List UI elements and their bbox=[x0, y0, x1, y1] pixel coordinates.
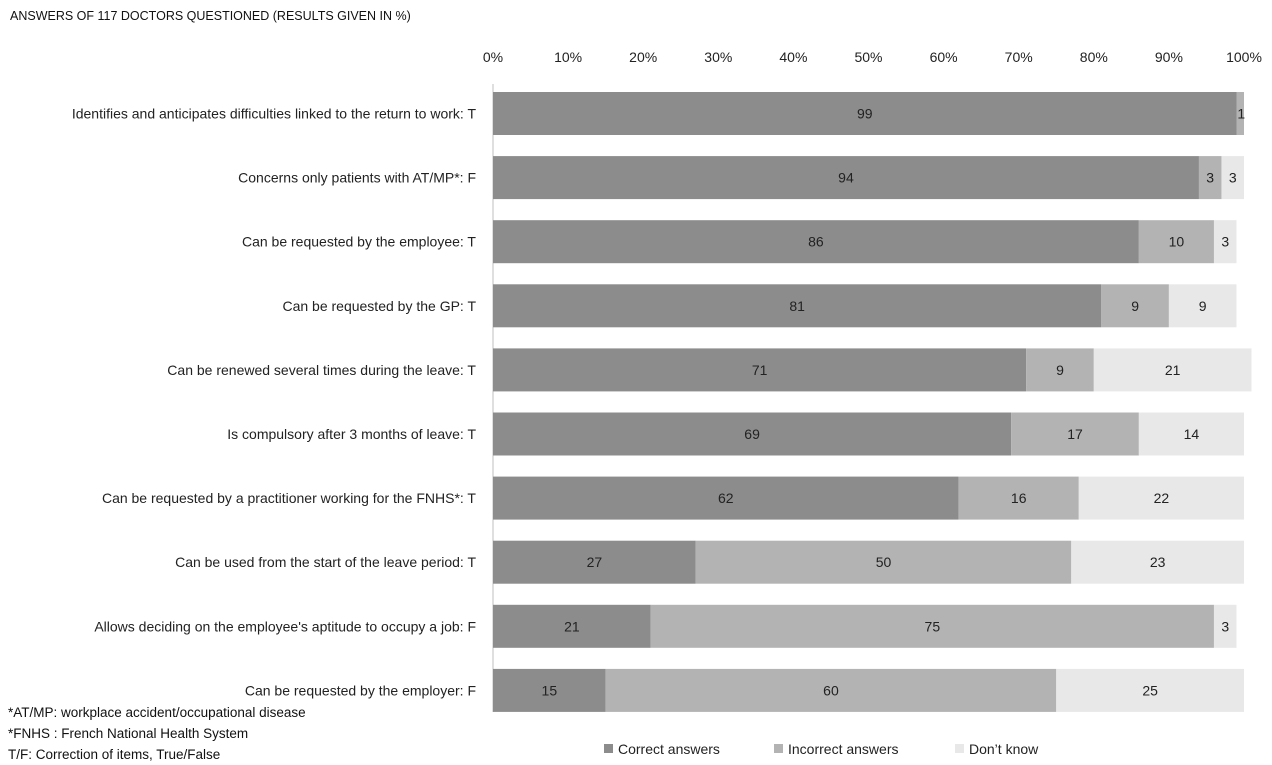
data-label: 81 bbox=[789, 298, 805, 314]
data-label: 3 bbox=[1206, 170, 1214, 186]
legend-label: Don’t know bbox=[969, 741, 1039, 757]
bar-segment bbox=[1093, 348, 1252, 392]
data-label: 62 bbox=[718, 490, 734, 506]
data-label: 9 bbox=[1131, 298, 1139, 314]
x-tick-label: 50% bbox=[854, 49, 882, 65]
data-label: 71 bbox=[752, 362, 768, 378]
x-tick-label: 40% bbox=[779, 49, 807, 65]
legend-swatch bbox=[955, 744, 964, 753]
bar-segment bbox=[493, 348, 1027, 392]
x-tick-label: 20% bbox=[629, 49, 657, 65]
bar-segment bbox=[1213, 604, 1237, 648]
bar-segment bbox=[1056, 668, 1244, 712]
category-label: Can be used from the start of the leave … bbox=[175, 554, 476, 570]
chart-title: ANSWERS OF 117 DOCTORS QUESTIONED (RESUL… bbox=[10, 9, 411, 23]
x-axis-ticks: 0% 10% 20% 30% 40% 50% 60% 70% 80% 90% 100% bbox=[483, 49, 1262, 65]
data-label: 69 bbox=[744, 426, 760, 442]
category-label: Can be requested by the employer: F bbox=[245, 682, 476, 698]
data-label: 60 bbox=[823, 682, 839, 698]
bar-segment bbox=[1078, 476, 1244, 520]
data-label: 27 bbox=[587, 554, 603, 570]
bar-segment bbox=[1026, 348, 1094, 392]
x-tick-label: 100% bbox=[1226, 49, 1262, 65]
data-label: 14 bbox=[1184, 426, 1200, 442]
category-label: Can be renewed several times during the … bbox=[167, 362, 476, 378]
footnote-fnhs: *FNHS : French National Health System bbox=[8, 726, 249, 741]
category-label: Can be requested by the employee: T bbox=[242, 234, 476, 250]
x-tick-label: 30% bbox=[704, 49, 732, 65]
data-label: 16 bbox=[1011, 490, 1027, 506]
bar-segment bbox=[493, 284, 1102, 328]
data-label: 23 bbox=[1150, 554, 1166, 570]
x-tick-label: 10% bbox=[554, 49, 582, 65]
data-label: 10 bbox=[1169, 234, 1185, 250]
data-label: 75 bbox=[925, 618, 941, 634]
data-label: 9 bbox=[1056, 362, 1064, 378]
bar-segment bbox=[1101, 284, 1169, 328]
legend-swatch bbox=[604, 744, 613, 753]
bar-segment bbox=[1221, 156, 1244, 200]
data-label: 25 bbox=[1142, 682, 1158, 698]
data-label: 50 bbox=[876, 554, 892, 570]
category-label: Can be requested by a practitioner worki… bbox=[102, 490, 476, 506]
data-label: 99 bbox=[857, 106, 873, 122]
bar-segment bbox=[493, 92, 1237, 135]
footnote-true-false: T/F: Correction of items, True/False bbox=[8, 747, 221, 762]
footnotes: *AT/MP: workplace accident/occupational … bbox=[8, 702, 306, 765]
data-label: 94 bbox=[838, 170, 854, 186]
bar-segment bbox=[493, 604, 651, 648]
x-tick-label: 90% bbox=[1155, 49, 1183, 65]
category-label: Can be requested by the GP: T bbox=[282, 298, 476, 314]
bar-segment bbox=[1168, 284, 1237, 328]
data-label: 3 bbox=[1221, 234, 1229, 250]
data-label: 17 bbox=[1067, 426, 1083, 442]
data-label: 3 bbox=[1229, 170, 1237, 186]
bar-segment bbox=[650, 604, 1214, 648]
legend-label: Correct answers bbox=[618, 741, 720, 757]
x-tick-label: 70% bbox=[1005, 49, 1033, 65]
bar-segment bbox=[493, 476, 959, 520]
category-label: Identifies and anticipates difficulties … bbox=[72, 106, 477, 122]
bar-segment bbox=[1138, 412, 1244, 456]
legend-label: Incorrect answers bbox=[788, 741, 898, 757]
data-label: 86 bbox=[808, 234, 824, 250]
bar-segment bbox=[493, 220, 1139, 264]
data-label: 1 bbox=[1237, 106, 1245, 122]
x-tick-label: 80% bbox=[1080, 49, 1108, 65]
bar-segment bbox=[1213, 220, 1237, 264]
bar-segment bbox=[1011, 412, 1139, 456]
legend: Correct answers Incorrect answers Don’t kn… bbox=[604, 741, 1039, 757]
bar-segment bbox=[695, 540, 1072, 584]
data-label: 22 bbox=[1154, 490, 1170, 506]
footnote-at-mp: *AT/MP: workplace accident/occupational … bbox=[8, 705, 306, 720]
bar-segment bbox=[1138, 220, 1214, 264]
bar-segment bbox=[1071, 540, 1244, 584]
bar-segment bbox=[493, 412, 1012, 456]
category-label: Concerns only patients with AT/MP*: F bbox=[238, 170, 476, 186]
category-label: Is compulsory after 3 months of leave: T bbox=[227, 426, 476, 442]
data-label: 21 bbox=[1165, 362, 1181, 378]
bar-segment bbox=[1198, 156, 1222, 200]
bar-segment bbox=[958, 476, 1079, 520]
category-labels: Identifies and anticipates difficulties … bbox=[72, 106, 477, 699]
bar-segment bbox=[493, 668, 606, 712]
bar-segment bbox=[605, 668, 1057, 712]
data-label: 15 bbox=[542, 682, 558, 698]
x-tick-label: 0% bbox=[483, 49, 503, 65]
category-label: Allows deciding on the employee's aptitu… bbox=[94, 618, 476, 634]
data-label: 9 bbox=[1199, 298, 1207, 314]
bar-segment bbox=[1236, 92, 1244, 135]
bar-segment bbox=[493, 156, 1199, 200]
x-tick-label: 60% bbox=[930, 49, 958, 65]
legend-swatch bbox=[774, 744, 783, 753]
data-label: 3 bbox=[1221, 618, 1229, 634]
data-label: 21 bbox=[564, 618, 580, 634]
bar-segment bbox=[493, 540, 696, 584]
